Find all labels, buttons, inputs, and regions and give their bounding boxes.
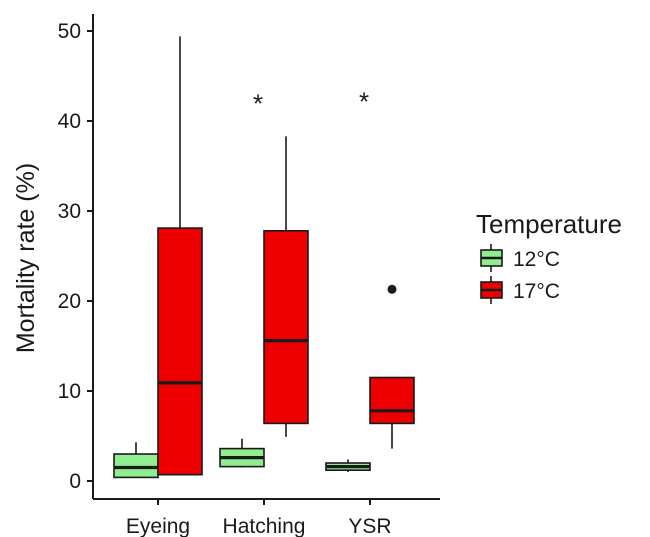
legend-item: 17°C [480, 276, 560, 304]
box-body [369, 376, 415, 425]
legend-item: 12°C [480, 244, 560, 272]
box-12°C-Eyeing [113, 442, 159, 479]
legend-label: 12°C [513, 248, 560, 271]
significance-asterisk: * [359, 87, 369, 117]
box-body [113, 453, 159, 479]
box-12°C-YSR [325, 459, 371, 472]
y-tick-label: 20 [58, 290, 81, 313]
x-tick-label: Eyeing [126, 515, 190, 537]
x-tick-label: Hatching [223, 515, 306, 537]
box-body [157, 227, 203, 476]
y-tick-label: 0 [69, 470, 81, 493]
y-tick-label: 10 [58, 380, 81, 403]
significance-asterisk: * [253, 89, 263, 119]
plot-area: * * [113, 36, 415, 479]
y-tick-label: 30 [58, 200, 81, 223]
legend: Temperature 12°C 17°C [476, 209, 622, 304]
x-tick-label: YSR [348, 515, 391, 537]
outlier-point [387, 284, 397, 294]
box-17°C-Eyeing [157, 36, 203, 476]
y-axis-title: Mortality rate (%) [12, 163, 40, 353]
box-12°C-Hatching [219, 438, 265, 468]
legend-title: Temperature [476, 209, 622, 239]
legend-label: 17°C [513, 280, 560, 303]
box-17°C-Hatching [263, 136, 309, 437]
y-tick-label: 50 [58, 20, 81, 43]
y-tick-label: 40 [58, 110, 81, 133]
box-17°C-YSR [369, 284, 415, 449]
axes: 0 10 20 30 40 50 Eyeing Hatching YSR [58, 14, 440, 537]
box-body [263, 230, 309, 425]
